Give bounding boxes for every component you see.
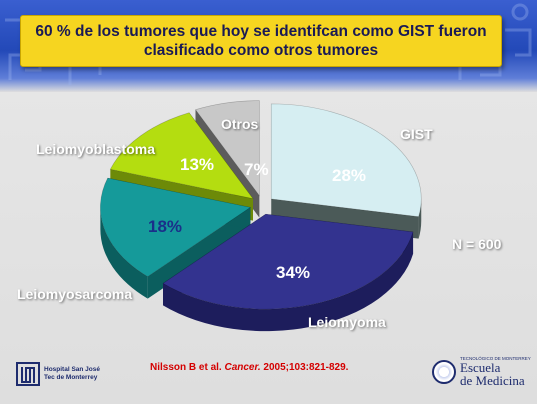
pie-rim-leiomyosarcoma-0 [100,207,148,299]
school-seal-icon [432,359,456,384]
school-logo-subtitle: TECNOLÓGICO DE MONTERREY [460,356,531,361]
sample-size-label: N = 600 [452,236,502,252]
hospital-logo-icon [16,362,40,386]
citation-authors: Nilsson B et al. [150,362,222,373]
pie-slice-leiomyoblastoma [109,112,254,200]
pct-gist: 28% [332,166,367,185]
citation-details: 2005;103:821-829. [263,362,349,373]
pie-slice-gist [270,103,422,218]
label-leiomyoma: Leiomyoma [308,314,386,330]
label-gist: GIST [400,126,433,142]
hospital-logo-line-1: Hospital San José [44,366,100,373]
label-otros: Otros [221,116,259,132]
citation: Nilsson B et al. Cancer. 2005;103:821-82… [150,362,348,373]
title-line-1: 60 % de los tumores que hoy se identifca… [35,23,487,40]
title-line-2: clasificado como otros tumores [143,42,379,59]
label-leiomyoblastoma: Leiomyoblastoma [36,141,156,157]
school-logo-line-1: Escuela [460,360,501,375]
hospital-logo: Hospital San José Tec de Monterrey [16,362,100,386]
pie-wall-leiomyosarcoma-0 [147,207,251,299]
slide-title: 60 % de los tumores que hoy se identifca… [20,15,502,67]
hospital-logo-line-2: Tec de Monterrey [44,374,98,381]
school-logo: TECNOLÓGICO DE MONTERREY Escuela de Medi… [432,356,531,387]
pie-slice-otros [195,100,260,197]
pct-leiomyosarcoma: 18% [148,217,183,236]
pct-leiomyoma: 34% [276,263,311,282]
pct-otros: 7% [244,160,269,179]
school-logo-line-2: de Medicina [460,373,525,388]
label-leiomyosarcoma: Leiomyosarcoma [17,286,133,302]
pie-rim-leiomyoma-0 [163,231,414,332]
pie-rim-gist-0 [418,198,422,239]
pct-leiomyoblastoma: 13% [180,155,215,174]
pie-slice-leiomyosarcoma [100,177,252,277]
citation-journal: Cancer. [224,362,261,373]
pie-slice-leiomyoma [162,213,414,310]
